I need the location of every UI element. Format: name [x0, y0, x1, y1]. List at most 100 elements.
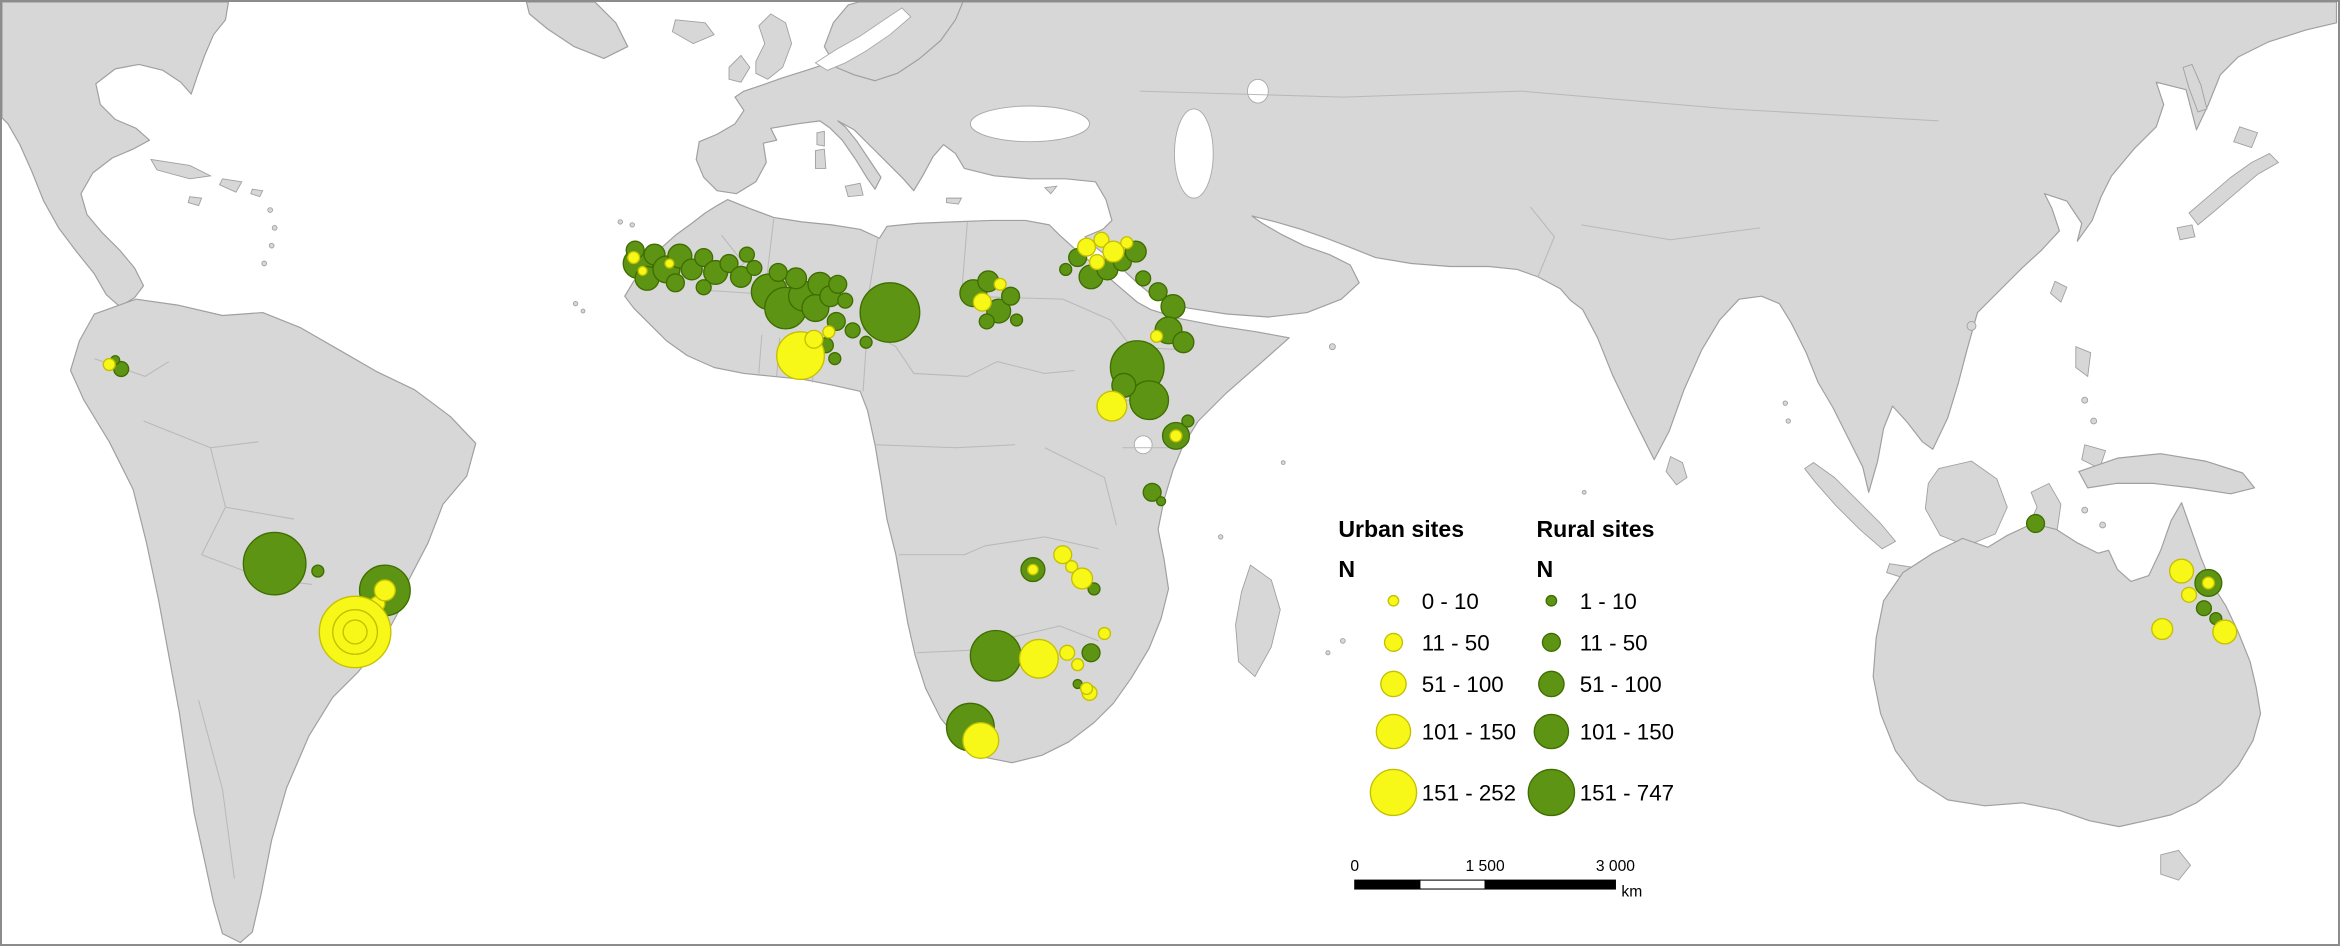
island-seychelles: [1280, 460, 1286, 465]
rural-marker: [1087, 582, 1101, 596]
island-canary: [617, 219, 623, 225]
urban-marker: [1079, 681, 1094, 696]
urban-legend-label: 0 - 10: [1422, 589, 1479, 614]
island-andaman: [1785, 418, 1791, 424]
urban-markers-layer: [102, 231, 2238, 759]
urban-marker: [972, 292, 992, 312]
rural-legend-title: Rural sites: [1536, 516, 1654, 542]
island-jamaica: [187, 196, 203, 207]
rural-marker: [969, 629, 1022, 682]
scale-bar: 0 1 500 3 000 km: [1350, 858, 1642, 900]
rural-legend-label: 11 - 50: [1580, 631, 1648, 656]
island-great-britain: [755, 13, 793, 80]
rural-markers-layer: [110, 240, 2223, 752]
rural-legend-swatch: [1527, 768, 1576, 817]
rural-legend-label: 1 - 10: [1580, 589, 1637, 614]
rural-legend-label: 101 - 150: [1580, 720, 1674, 745]
island-kyushu: [2176, 224, 2196, 241]
rural-marker: [2025, 513, 2046, 534]
rural-marker: [1181, 414, 1195, 428]
scale-tick-0: 0: [1350, 858, 1359, 875]
scale-bar-segment: [1354, 879, 1421, 890]
urban-marker: [2180, 586, 2198, 603]
rural-legend-label: 51 - 100: [1580, 672, 1662, 697]
rural-marker: [1000, 286, 1021, 306]
island-sri-lanka: [1665, 456, 1688, 486]
island-sicily: [844, 182, 864, 198]
island-andaman: [1782, 400, 1788, 406]
rural-marker: [1009, 313, 1024, 327]
island-cape-verde: [580, 308, 586, 314]
island-maluku: [2099, 521, 2107, 529]
lake-victoria: [1133, 435, 1153, 455]
island-philippines: [2090, 417, 2098, 425]
urban-marker: [1027, 563, 1039, 576]
rural-legend-swatch: [1538, 670, 1565, 698]
island-honshu: [2188, 153, 2280, 226]
scale-tick-1500: 1 500: [1466, 858, 1505, 875]
rural-marker: [784, 267, 808, 290]
island-corsica: [816, 130, 825, 147]
urban-marker: [1120, 236, 1134, 250]
urban-legend-swatch: [1383, 632, 1404, 652]
island-crete: [946, 197, 963, 205]
landmass-australia: [1872, 502, 2262, 828]
rural-marker: [1059, 262, 1073, 277]
urban-marker: [1053, 545, 1073, 565]
urban-marker: [2212, 619, 2238, 645]
baltic-sea: [814, 7, 912, 71]
urban-marker: [1059, 644, 1076, 661]
rural-marker: [719, 253, 739, 274]
landmass-new-guinea: [2078, 453, 2256, 495]
urban-marker: [1065, 559, 1079, 574]
aral-sea: [1247, 78, 1269, 104]
inland-waters: [814, 7, 1269, 455]
black-sea: [969, 105, 1090, 143]
landmass-eurasia: [695, 2, 2338, 493]
rural-legend-label: 151 - 747: [1580, 781, 1674, 806]
urban-legend-label: 151 - 252: [1422, 781, 1516, 806]
urban-marker: [1149, 329, 1164, 343]
caspian-sea: [1174, 108, 1214, 199]
island-philippines: [2081, 396, 2089, 404]
urban-marker: [1102, 240, 1125, 263]
island-mauritius: [1339, 638, 1346, 644]
urban-legend-swatch: [1380, 670, 1407, 698]
island-cyprus: [1043, 185, 1058, 195]
urban-marker: [1096, 390, 1128, 422]
island-luzon: [2075, 346, 2092, 378]
legend: Urban sites N Rural sites N 0 - 10 11 - 5…: [1338, 516, 1674, 817]
scale-bar-segment: [1419, 879, 1486, 890]
urban-marker: [373, 579, 396, 602]
island-hispaniola: [218, 178, 243, 193]
island-borneo: [1924, 460, 2008, 547]
rural-marker: [738, 246, 756, 263]
island-puerto-rico: [250, 188, 264, 198]
urban-marker: [664, 258, 675, 269]
urban-marker: [1093, 231, 1110, 248]
rural-marker: [859, 282, 921, 343]
urban-marker: [1071, 567, 1094, 590]
urban-marker: [993, 277, 1007, 291]
urban-legend-swatch: [1387, 594, 1400, 607]
island-sumatra: [1804, 462, 1897, 550]
urban-legend-label: 51 - 100: [1422, 672, 1504, 697]
rural-marker: [1160, 294, 1186, 320]
rural-marker: [828, 351, 842, 366]
rural-marker: [2195, 600, 2213, 617]
urban-marker: [1097, 626, 1112, 641]
scale-unit-km: km: [1621, 883, 1642, 900]
landmass-north-america: [2, 2, 230, 308]
rural-legend-n: N: [1536, 556, 1553, 582]
urban-marker: [1076, 237, 1097, 257]
scale-bar-segment: [1484, 879, 1616, 890]
rural-legend-swatch: [1545, 594, 1558, 607]
island-taiwan: [2049, 280, 2068, 303]
urban-legend-swatch: [1375, 713, 1412, 750]
urban-marker: [102, 357, 116, 372]
urban-marker: [2168, 558, 2195, 584]
rural-marker: [694, 247, 714, 268]
urban-marker: [804, 329, 824, 349]
island-comoros: [1217, 534, 1224, 540]
